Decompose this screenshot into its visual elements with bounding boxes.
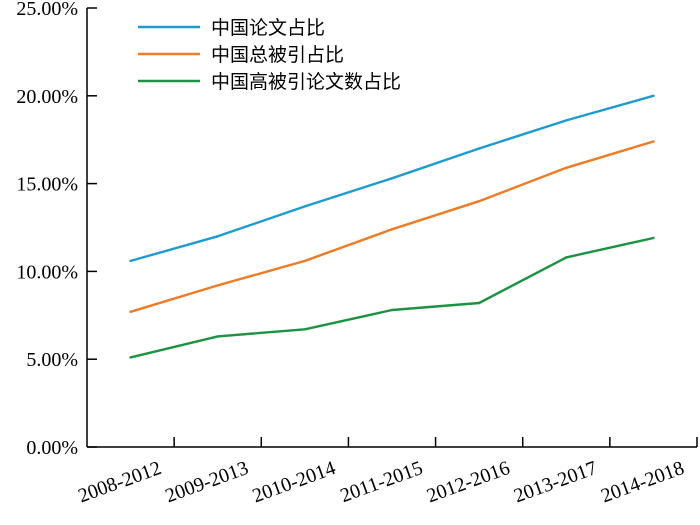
data-point — [303, 205, 307, 208]
data-point — [390, 308, 394, 312]
legend-label-1: 中国论文占比 — [211, 17, 325, 39]
data-point — [652, 140, 655, 143]
data-point — [477, 147, 481, 150]
data-point — [216, 235, 219, 238]
y-tick-label: 5.00% — [26, 349, 78, 371]
data-point — [565, 119, 568, 122]
data-point — [652, 236, 655, 240]
data-point — [477, 301, 481, 305]
data-point — [565, 256, 568, 259]
y-tick-label: 10.00% — [16, 261, 78, 283]
data-point — [565, 166, 568, 169]
data-point — [216, 284, 219, 287]
data-point — [303, 259, 307, 263]
data-point — [303, 328, 307, 331]
data-point — [129, 356, 132, 359]
data-point — [129, 310, 132, 313]
x-tick-label: 2008-2012 — [75, 457, 164, 507]
y-tick-label: 25.00% — [16, 0, 78, 20]
data-point — [652, 94, 655, 98]
x-tick-label: 2010-2014 — [250, 457, 339, 507]
legend-label-3: 中国高被引论文数占比 — [211, 71, 401, 93]
series-line-2 — [129, 140, 655, 313]
y-ticks: 0.00% 5.00% 10.00% 15.00% 20.00% 25.00% — [16, 0, 97, 459]
series-lines — [129, 94, 655, 359]
legend-label-2: 中国总被引占比 — [211, 44, 344, 66]
data-point — [216, 335, 219, 338]
series-line-3 — [129, 236, 655, 359]
data-point — [129, 259, 132, 263]
x-tick-label: 2014-2018 — [598, 457, 687, 507]
y-tick-label: 15.00% — [16, 174, 78, 196]
y-tick-label: 20.00% — [16, 86, 78, 108]
data-point — [477, 200, 481, 203]
data-point — [390, 177, 394, 180]
y-tick-label: 0.00% — [26, 437, 78, 459]
data-point — [390, 228, 394, 231]
x-tick-label: 2009-2013 — [162, 457, 251, 507]
x-tick-label: 2013-2017 — [511, 457, 600, 507]
x-tick-label: 2011-2015 — [337, 457, 425, 507]
x-tick-label: 2012-2016 — [424, 457, 513, 507]
axes — [86, 8, 697, 448]
